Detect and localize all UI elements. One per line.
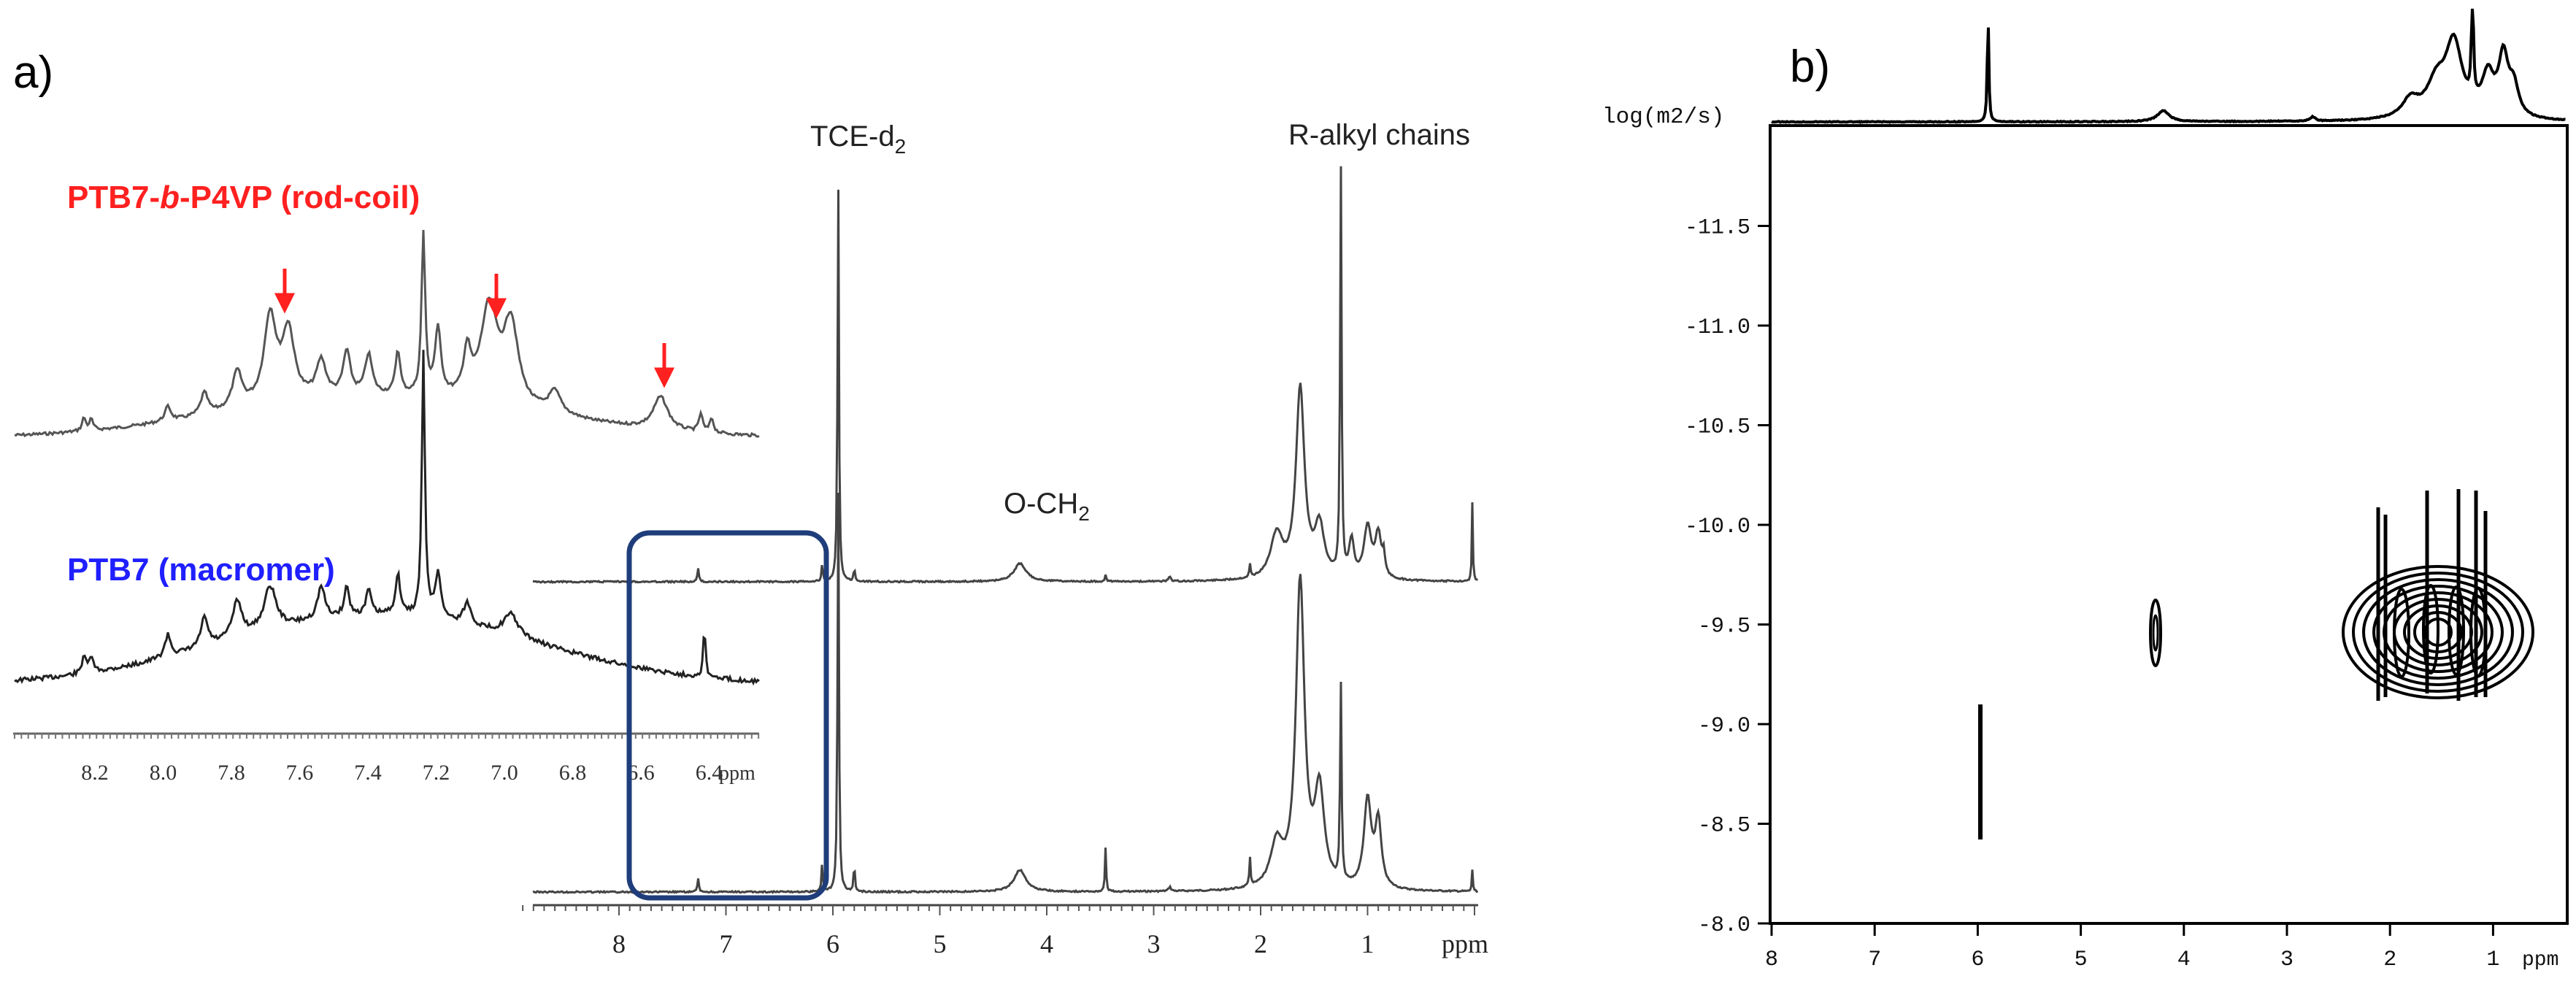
main-tick-label: 2 [1254,929,1267,958]
dosy-xunit-label: ppm [2522,949,2558,972]
inset-tick-label: 6.8 [559,761,587,785]
inset-tick-label: 8.0 [150,761,177,785]
dosy-x-tick-label: 2 [2383,948,2396,972]
main-minor-ticks [522,905,1475,915]
dosy-y-tick-label: -9.0 [1698,714,1750,739]
och2-label: O-CH2 [1004,488,1090,525]
dosy-x-tick-label: 5 [2075,948,2088,972]
dosy-signal-och2 [2149,599,2162,667]
dosy-contour-lobe [2393,588,2410,678]
dosy-x-tick-label: 3 [2280,948,2294,972]
inset-tick-label: 7.6 [286,761,314,785]
dosy-plot-frame [1769,124,2569,925]
inset-tick-label: 7.8 [218,761,245,785]
dosy-contour-ring [2342,565,2534,699]
dosy-signal-alkyl-contours [2342,565,2534,699]
main-tick-label: 5 [934,929,947,958]
dosy-y-tick-label: -11.0 [1685,315,1750,340]
dosy-signal-och2-inner [2152,614,2159,652]
dosy-y-tick-label: -10.0 [1685,515,1750,539]
dosy-contour-ring [2372,585,2504,680]
dosy-y-ticks: -11.5 -11.0 -10.5 -10.0 -9.5 -9.0 -8.5 -8.0 [1685,216,1770,938]
main-tick-labels: 8 7 6 5 4 3 2 1 [612,929,1374,958]
dosy-projection-spectrum [1771,8,2566,124]
peak-arrow-3 [653,343,675,388]
peak-arrow-1 [274,269,296,314]
inset-tick-label: 7.0 [491,761,518,785]
inset-tick-label: 7.2 [423,761,450,785]
main-tick-label: 6 [826,929,839,958]
alkyl-label: R-alkyl chains [1288,119,1470,151]
panel-a-label: a) [13,47,53,98]
main-rod-coil-spectrum [532,166,1478,584]
dosy-contour-ring [2362,578,2514,686]
inset-tick-label: 8.2 [81,761,109,785]
inset-tick-label: 6.4 [696,761,723,785]
dosy-y-tick-label: -8.0 [1698,913,1750,938]
dosy-signal-alkyl-streaks [2376,489,2488,701]
dosy-y-tick-label: -11.5 [1685,216,1750,241]
dosy-x-tick-label: 1 [2486,948,2499,972]
inset-rod-coil-spectrum [14,230,760,438]
dosy-contour-ring [2352,572,2524,693]
dosy-x-tick-label: 4 [2177,948,2191,972]
inset-tick-label: 7.4 [354,761,382,785]
tce-label: TCE-d2 [810,120,906,158]
dosy-contour-lobe [2448,585,2465,676]
panel-b-label: b) [1790,42,1830,92]
dosy-y-tick-label: -8.5 [1698,814,1750,839]
main-tick-label: 3 [1147,929,1161,958]
dosy-y-tick-label: -9.5 [1698,615,1750,639]
dosy-y-tick-label: -10.5 [1685,415,1750,440]
main-tick-label: 1 [1361,929,1374,958]
main-macromer-spectrum [532,492,1479,894]
macromer-label: PTB7 (macromer) [67,552,335,588]
dosy-x-ticks: 8 7 6 5 4 3 2 1 [1765,923,2499,972]
main-tick-label: 8 [612,929,626,958]
inset-unit-label: ppm [719,762,756,785]
dosy-x-tick-label: 8 [1765,948,1778,972]
peak-arrow-2 [485,274,507,319]
dosy-contour-lobe [2422,584,2439,674]
inset-minor-ticks [14,734,760,739]
aromatic-highlight-box [626,530,829,901]
dosy-x-tick-label: 6 [1971,948,1984,972]
dosy-ylabel: log(m2/s) [1602,104,1724,130]
main-tick-label: 7 [720,929,733,958]
main-unit-label: ppm [1442,929,1488,958]
inset-macromer-spectrum [14,350,760,686]
dosy-x-tick-label: 7 [1868,948,1881,972]
rod-coil-label: PTB7-b-P4VP (rod-coil) [67,180,420,215]
main-tick-label: 4 [1040,929,1053,958]
inset-tick-labels: 8.2 8.0 7.8 7.6 7.4 7.2 7.0 6.8 6.6 6.4 [81,761,723,785]
